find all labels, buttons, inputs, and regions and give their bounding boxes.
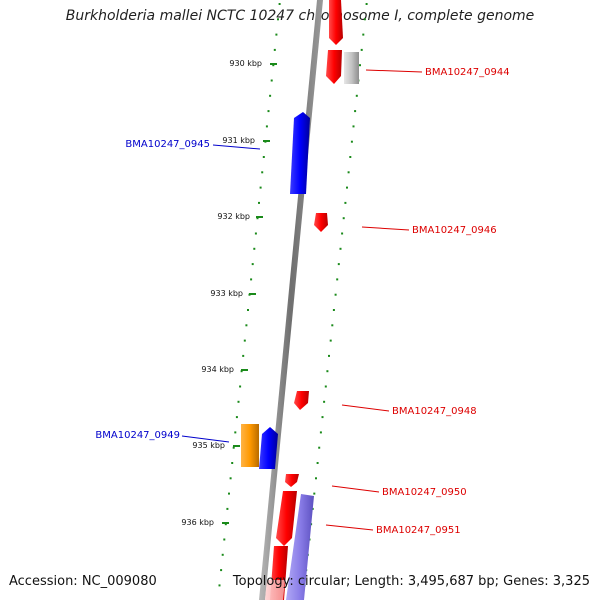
kbp-tick: 935 kbp [192, 441, 240, 450]
kbp-tick-label: 933 kbp [210, 289, 243, 298]
kbp-tick: 934 kbp [201, 365, 248, 374]
gene-orange[interactable] [241, 424, 259, 467]
gene-label-bma10247-0951[interactable]: BMA10247_0951 [325, 524, 461, 536]
gene-label-text: BMA10247_0949 [95, 430, 180, 441]
topology-text: Topology: circular; Length: 3,495,687 bp… [232, 574, 590, 589]
gene-label-bma10247-0948[interactable]: BMA10247_0948 [341, 404, 477, 417]
kbp-tick-label: 931 kbp [222, 136, 255, 145]
map-title: Burkholderia mallei NCTC 10247 chromosom… [65, 8, 535, 24]
gene-forward[interactable] [314, 213, 328, 232]
kbp-ticks: 930 kbp 931 kbp 932 kbp 933 kbp 934 kbp … [181, 59, 277, 527]
gene-forward[interactable] [285, 474, 299, 487]
gene-label-text: BMA10247_0946 [412, 225, 497, 236]
kbp-tick-label: 936 kbp [181, 518, 214, 527]
gene-label-bma10247-0949[interactable]: BMA10247_0949 [95, 430, 230, 443]
gene-reverse[interactable] [259, 427, 278, 469]
gene-partial[interactable] [265, 580, 285, 600]
kbp-tick: 936 kbp [181, 518, 229, 527]
gene-forward[interactable] [329, 0, 343, 45]
gene-label-text: BMA10247_0944 [425, 67, 510, 78]
kbp-tick-label: 932 kbp [217, 212, 250, 221]
gene-label-text: BMA10247_0951 [376, 525, 461, 536]
gene-pseudo[interactable] [344, 52, 359, 84]
kbp-tick-label: 930 kbp [229, 59, 262, 68]
gene-forward[interactable] [276, 491, 297, 546]
gene-label-bma10247-0946[interactable]: BMA10247_0946 [361, 225, 497, 236]
kbp-tick-label: 935 kbp [192, 441, 225, 450]
kbp-tick: 931 kbp [222, 136, 270, 145]
gene-label-text: BMA10247_0950 [382, 487, 467, 498]
kbp-tick-label: 934 kbp [201, 365, 234, 374]
accession-text: Accession: NC_009080 [9, 574, 157, 589]
kbp-tick: 933 kbp [210, 289, 256, 298]
gene-reverse[interactable] [290, 112, 310, 194]
gene-lavender[interactable] [286, 494, 314, 600]
gene-label-bma10247-0944[interactable]: BMA10247_0944 [365, 67, 510, 78]
gene-forward[interactable] [326, 50, 342, 84]
gene-label-bma10247-0945[interactable]: BMA10247_0945 [125, 139, 261, 150]
gene-label-bma10247-0950[interactable]: BMA10247_0950 [331, 485, 467, 498]
gene-forward[interactable] [294, 391, 309, 410]
kbp-tick: 930 kbp [229, 59, 277, 68]
gene-label-text: BMA10247_0945 [125, 139, 210, 150]
kbp-tick: 932 kbp [217, 212, 263, 221]
gene-label-text: BMA10247_0948 [392, 406, 477, 417]
